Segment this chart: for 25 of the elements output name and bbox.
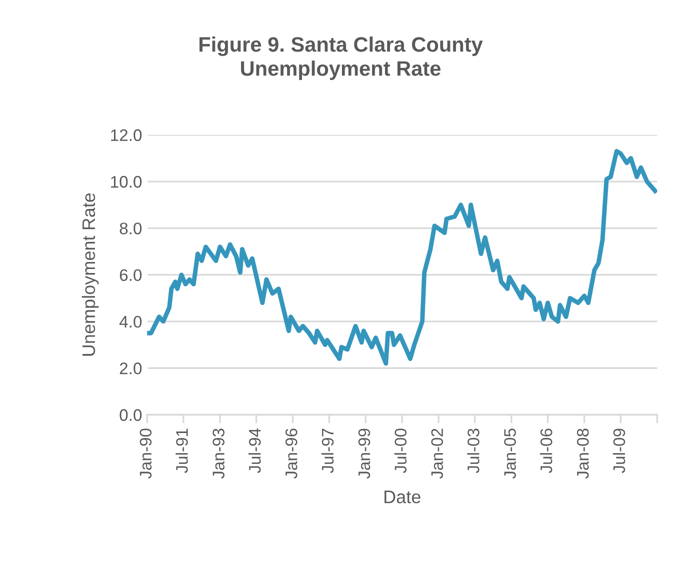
x-tick-label: Jan-90	[140, 428, 152, 479]
y-tick-label: 0.0	[120, 409, 142, 421]
x-tick-label: Jul-97	[321, 428, 334, 474]
y-axis-title: Unemployment Rate	[82, 193, 99, 356]
x-tick-label: Jan-08	[576, 428, 589, 479]
y-tick-label: 10.0	[111, 176, 142, 188]
x-tick-label: Jul-00	[394, 428, 407, 474]
y-tick-label: 2.0	[120, 362, 142, 374]
x-tick-label: Jan-05	[504, 428, 516, 479]
y-tick-label: 8.0	[120, 222, 142, 234]
x-tick-label: Jul-03	[467, 428, 480, 474]
x-tick-label: Jul-06	[540, 428, 552, 474]
x-tick-label: Jan-93	[212, 428, 224, 479]
x-tick-label: Jul-09	[612, 428, 626, 474]
y-tick-label: 12.0	[111, 129, 142, 142]
line-series	[147, 148, 658, 366]
chart-title: Figure 9. Santa Clara County Unemployment Rate	[200, 36, 483, 80]
x-tick-label: Jul-94	[248, 428, 261, 474]
x-axis-title: Date	[384, 490, 420, 504]
y-tick-label: 6.0	[120, 269, 142, 282]
x-tick-label: Jan-99	[358, 428, 370, 479]
x-tick-label: Jul-91	[176, 428, 188, 474]
y-tick-label: 4.0	[119, 316, 142, 328]
x-tick-label: Jan-96	[285, 428, 298, 479]
x-tick-label: Jan-02	[431, 428, 444, 479]
